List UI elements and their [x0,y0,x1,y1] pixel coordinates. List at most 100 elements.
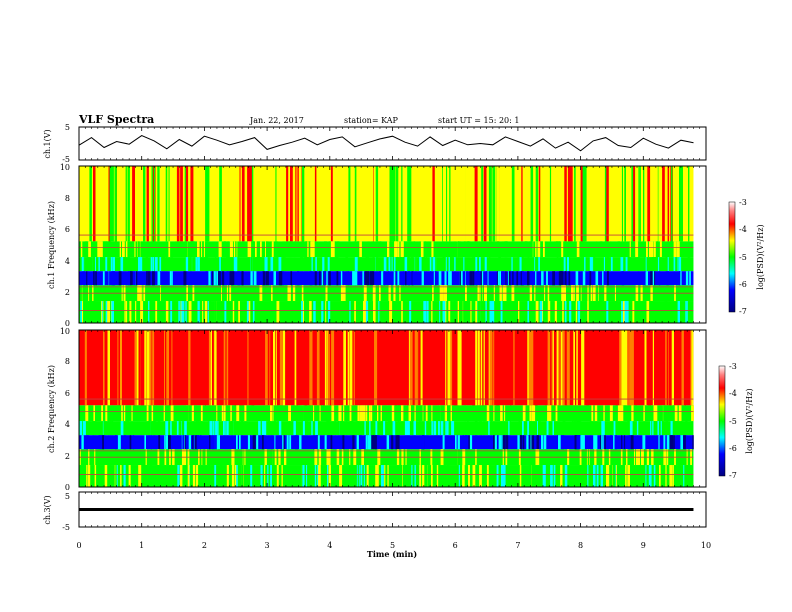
spectrogram-stripe [411,405,414,422]
spectrogram-stripe [407,166,410,242]
spectrogram-stripe [274,435,276,450]
spectrogram-stripe [391,405,395,422]
spectrogram-stripe [645,465,647,487]
spectrogram-stripe [105,405,108,422]
spectrogram-stripe [351,421,354,436]
time-tick-label: 10 [701,541,711,550]
spectrogram-stripe [606,465,609,487]
spectrogram-stripe [403,241,405,258]
spectrogram-stripe [130,271,133,286]
spectrogram-stripe [393,301,395,323]
spectrogram-stripe [558,241,561,258]
spectrogram-stripe [397,271,400,286]
spectrogram-stripe [475,271,479,286]
spectrogram-stripe [628,421,631,436]
spectrogram-stripe [444,465,446,487]
spectrogram-stripe [353,241,356,258]
spectrogram-stripe [450,301,452,323]
spectrogram-stripe [270,257,274,272]
spectrogram-stripe [536,435,540,450]
spectrogram-stripe [219,257,221,272]
spectrogram-stripe [502,435,506,450]
spectrogram-stripe [402,465,404,487]
spectrogram-stripe [366,271,370,286]
spectrogram-stripe [95,271,97,286]
spectrogram-stripe [495,465,498,487]
spectrogram-stripe [227,241,230,258]
ch3-ytick-top: 5 [65,492,70,501]
spectrogram-stripe [479,465,482,487]
spectrogram-stripe [125,241,128,258]
spectrogram-stripe [247,241,251,258]
spectrogram-stripe [485,301,487,323]
spectrogram-stripe [306,465,308,487]
tick-marks [78,127,707,527]
spectrogram-stripe [175,166,178,242]
spectrogram-stripe [302,421,305,436]
spectrogram-stripe [266,271,269,286]
spectrogram-stripe [500,405,502,422]
spectrogram-stripe [582,465,584,487]
spectrogram-stripe [564,301,567,323]
spectrogram-stripe [550,465,553,487]
spectrogram-stripe [84,241,87,258]
spectrogram-stripe [419,257,422,272]
spectrogram-stripe [407,330,410,406]
ch1-frequency-ylabel: ch.1 Frequency (kHz) [47,201,56,289]
spectrogram-stripe [414,330,417,406]
spectrogram-stripe [219,166,222,242]
spectrogram-stripe [448,405,451,422]
spectrogram-stripe [290,271,293,286]
spectrogram-stripe [207,166,210,242]
spectrogram-stripe [208,330,211,406]
spectrogram-stripe [667,405,669,422]
spectrogram-stripe [230,271,234,286]
spectrogram-stripe [209,421,212,436]
spectrogram-stripe [260,465,263,487]
spectrogram-stripe [654,257,658,272]
spectrogram-stripe [368,435,372,450]
spectrogram-stripe [87,465,91,487]
spectrogram-stripe [218,166,220,242]
spectrogram-stripe [338,421,340,436]
spectrogram-stripe [660,421,663,436]
spectrogram-stripe [665,330,667,406]
spectrogram-stripe [215,435,218,450]
spectrogram-stripe [677,257,679,272]
spectrogram-stripe [501,435,504,450]
spectrogram-stripe [665,421,669,436]
spectrogram-stripe [425,405,428,422]
spectrogram-stripe [268,421,271,436]
spectrogram-stripe [93,301,95,323]
spectrogram-stripe [262,435,264,450]
spectrogram-stripe [664,301,667,323]
spectrogram-stripe [609,405,613,422]
spectrogram-stripe [465,271,468,286]
spectrogram-stripe [110,257,113,272]
spectrogram-stripe [483,405,486,422]
spectrogram-stripe [449,271,452,286]
spectrogram-stripe [264,421,267,436]
spectrogram-stripe [270,465,272,487]
spectrogram-stripe [506,435,509,450]
spectrogram-stripe [359,241,362,258]
spectrogram-stripe [293,301,295,323]
spectrogram-stripe [475,257,478,272]
spectrogram-stripe [457,435,460,450]
spectrogram-stripe [356,241,359,258]
spectrogram-stripe [388,257,391,272]
spectrogram-stripe [200,405,203,422]
spectrogram-stripe [197,257,200,272]
spectrogram-stripe [92,421,94,436]
spectrogram-stripe [420,330,423,406]
spectrogram-stripe [377,405,379,422]
spectrogram-stripe [689,271,691,286]
spectrogram-stripe [381,465,384,487]
spectrogram-stripe [375,257,379,272]
spectrogram-stripe [457,301,459,323]
spectrogram-stripe [413,241,416,258]
spectrogram-stripe [225,257,229,272]
spectrogram-stripe [260,241,262,258]
spectrogram-stripe [118,330,121,406]
spectrogram-stripe [199,421,202,436]
